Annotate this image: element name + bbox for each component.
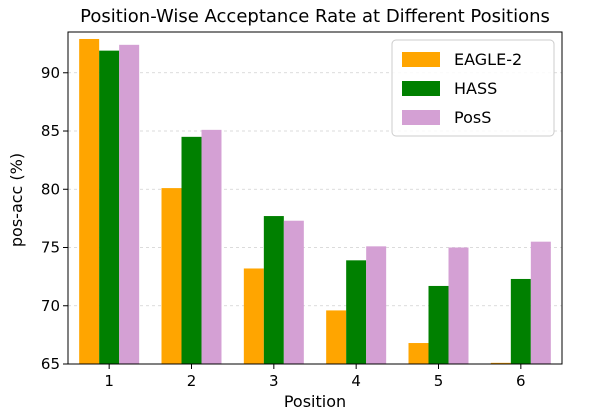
y-tick-label: 85	[41, 122, 60, 140]
y-tick-label: 75	[41, 239, 60, 257]
bar-poss-3	[283, 220, 304, 364]
x-tick-label: 1	[104, 372, 114, 390]
bar-poss-4	[366, 246, 387, 364]
x-tick-label: 2	[187, 372, 197, 390]
legend: EAGLE-2 HASS PosS	[391, 39, 555, 137]
x-tick-label: 6	[516, 372, 526, 390]
y-tick-label: 65	[41, 355, 60, 373]
bar-poss-6	[530, 241, 551, 364]
bar-hass-1	[99, 50, 120, 364]
bar-poss-1	[119, 44, 140, 365]
bar-hass-5	[428, 285, 449, 364]
legend-label: PosS	[454, 108, 491, 127]
bar-hass-4	[346, 260, 367, 364]
y-tick-label: 90	[41, 64, 60, 82]
legend-swatch	[402, 110, 440, 125]
bar-hass-3	[263, 216, 284, 364]
bar-eagle-2-1	[79, 38, 100, 365]
legend-label: HASS	[454, 79, 497, 98]
bars	[79, 38, 551, 365]
legend-swatch	[402, 52, 440, 67]
y-tick-label: 80	[41, 180, 60, 198]
y-axis-label: pos-acc (%)	[7, 153, 26, 247]
x-tick-label: 3	[269, 372, 279, 390]
bar-poss-2	[201, 129, 222, 364]
bar-eagle-2-3	[243, 268, 264, 364]
x-axis-label: Position	[284, 392, 346, 411]
plot-frame	[67, 31, 563, 365]
bar-poss-5	[448, 247, 469, 364]
y-tick-label: 70	[41, 297, 60, 315]
bar-eagle-2-6	[490, 362, 511, 364]
legend-label: EAGLE-2	[454, 50, 522, 69]
chart-title: Position-Wise Acceptance Rate at Differe…	[80, 6, 550, 27]
x-axis-ticks: 1 2 3 4 5 6	[104, 364, 526, 390]
y-axis-ticks: 65 70 75 80 85 90	[41, 64, 68, 373]
bar-eagle-2-2	[161, 188, 182, 364]
legend-swatch	[402, 81, 440, 96]
x-tick-label: 4	[351, 372, 361, 390]
bar-hass-6	[510, 278, 531, 364]
bar-eagle-2-4	[326, 310, 347, 364]
bar-eagle-2-5	[408, 343, 429, 364]
x-tick-label: 5	[434, 372, 444, 390]
bar-hass-2	[181, 136, 202, 364]
